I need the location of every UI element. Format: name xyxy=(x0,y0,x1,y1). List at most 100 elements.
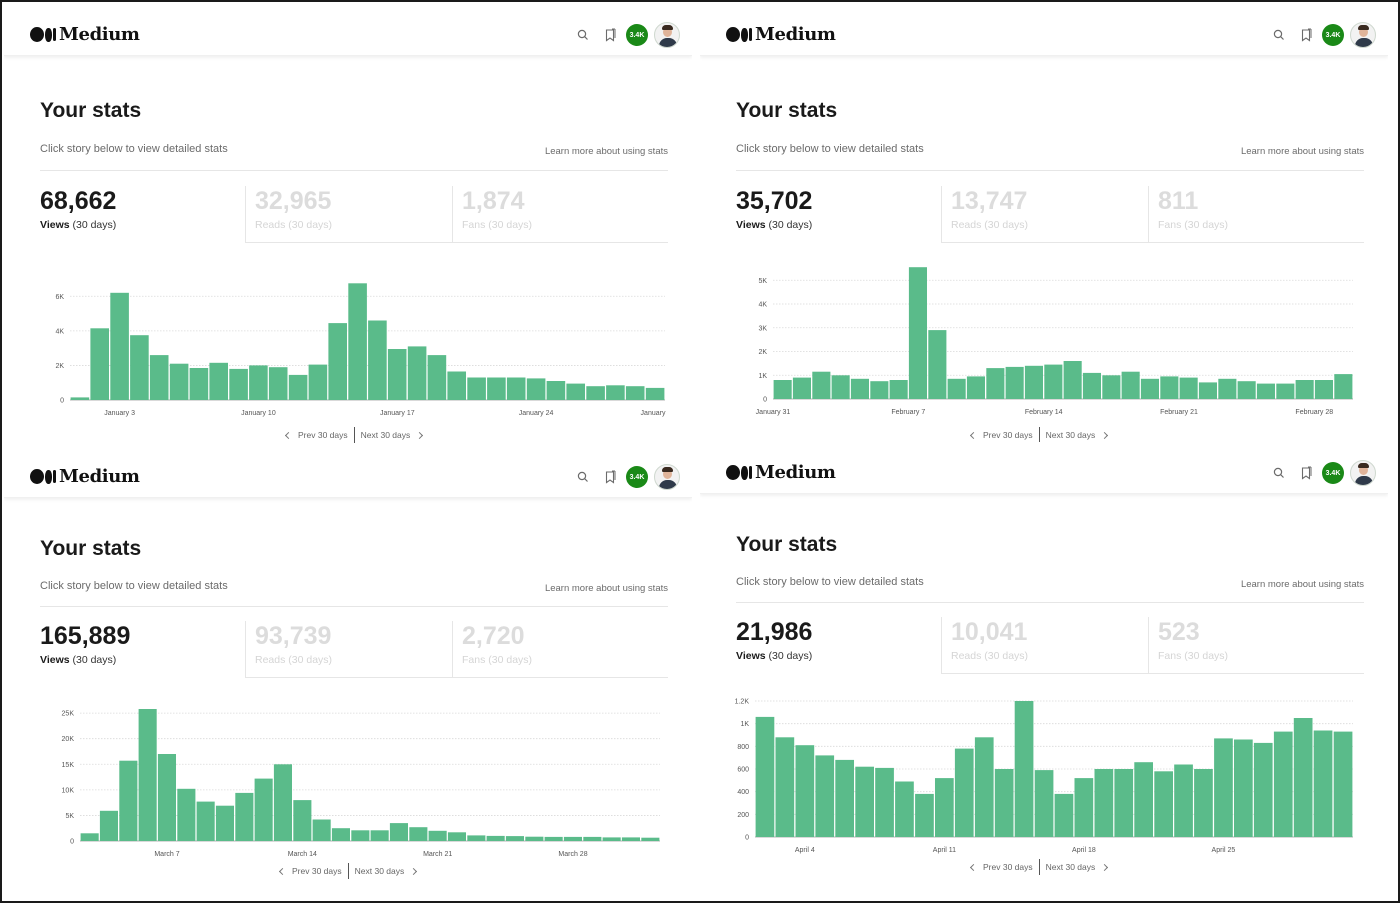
chart-bar[interactable] xyxy=(602,837,621,841)
chart-bar[interactable] xyxy=(875,767,894,837)
notification-badge[interactable]: 3.4K xyxy=(1322,462,1344,484)
chart-bar[interactable] xyxy=(1237,381,1256,399)
next-30-days-button[interactable]: Next 30 days xyxy=(355,430,429,440)
chart-bar[interactable] xyxy=(487,377,506,401)
chart-bar[interactable] xyxy=(947,378,966,399)
chart-bar[interactable] xyxy=(1024,365,1043,400)
prev-30-days-button[interactable]: Prev 30 days xyxy=(965,430,1039,440)
views-stat[interactable]: 35,702 Views (30 days) xyxy=(736,186,941,243)
chart-bar[interactable] xyxy=(1140,378,1159,399)
medium-logo[interactable]: Medium xyxy=(726,24,836,45)
chart-bar[interactable] xyxy=(273,764,292,841)
chart-bar[interactable] xyxy=(1214,738,1233,837)
notification-badge[interactable]: 3.4K xyxy=(1322,24,1344,46)
chart-bar[interactable] xyxy=(563,836,582,841)
chart-bar[interactable] xyxy=(1194,769,1213,837)
chart-bar[interactable] xyxy=(209,362,228,400)
chart-bar[interactable] xyxy=(1134,762,1153,837)
chart-bar[interactable] xyxy=(308,364,328,400)
chart-bar[interactable] xyxy=(328,323,347,400)
chart-bar[interactable] xyxy=(1102,375,1121,400)
chart-bar[interactable] xyxy=(812,371,831,399)
search-icon[interactable] xyxy=(576,470,590,484)
chart-bar[interactable] xyxy=(795,745,815,837)
medium-logo[interactable]: Medium xyxy=(30,24,140,45)
bookmark-icon[interactable] xyxy=(1299,28,1313,42)
chart-bar[interactable] xyxy=(467,377,486,401)
chart-bar[interactable] xyxy=(908,267,927,399)
fans-stat[interactable]: 2,720 Fans (30 days) xyxy=(452,621,668,678)
chart-bar[interactable] xyxy=(288,374,308,400)
learn-more-link[interactable]: Learn more about using stats xyxy=(544,146,668,157)
search-icon[interactable] xyxy=(576,28,590,42)
chart-bar[interactable] xyxy=(99,810,118,841)
chart-bar[interactable] xyxy=(189,368,209,400)
chart-bar[interactable] xyxy=(954,748,974,837)
reads-stat[interactable]: 32,965 Reads (30 days) xyxy=(245,186,452,243)
chart-bar[interactable] xyxy=(525,836,544,841)
chart-bar[interactable] xyxy=(196,801,215,841)
chart-bar[interactable] xyxy=(1074,778,1094,837)
chart-bar[interactable] xyxy=(1295,380,1314,399)
chart-bar[interactable] xyxy=(1218,378,1237,399)
chart-bar[interactable] xyxy=(177,788,196,841)
chart-bar[interactable] xyxy=(935,778,954,837)
chart-bar[interactable] xyxy=(348,283,367,400)
chart-bar[interactable] xyxy=(1044,364,1063,399)
chart-bar[interactable] xyxy=(775,737,795,837)
chart-bar[interactable] xyxy=(368,320,387,401)
chart-bar[interactable] xyxy=(1198,382,1217,399)
chart-bar[interactable] xyxy=(293,800,312,841)
chart-bar[interactable] xyxy=(1293,718,1313,837)
chart-bar[interactable] xyxy=(1005,366,1024,399)
chart-bar[interactable] xyxy=(1160,376,1179,399)
chart-bar[interactable] xyxy=(928,330,947,399)
chart-bar[interactable] xyxy=(235,792,254,841)
chart-bar[interactable] xyxy=(447,832,466,841)
chart-bar[interactable] xyxy=(229,368,248,400)
learn-more-link[interactable]: Learn more about using stats xyxy=(1240,579,1364,590)
medium-logo[interactable]: Medium xyxy=(726,462,836,483)
chart-bar[interactable] xyxy=(831,375,850,400)
avatar[interactable] xyxy=(1350,460,1376,486)
chart-bar[interactable] xyxy=(215,805,234,841)
chart-bar[interactable] xyxy=(1014,701,1034,837)
learn-more-link[interactable]: Learn more about using stats xyxy=(544,583,668,594)
bookmark-icon[interactable] xyxy=(603,470,617,484)
chart-bar[interactable] xyxy=(1094,769,1114,837)
reads-stat[interactable]: 10,041 Reads (30 days) xyxy=(941,617,1148,674)
chart-bar[interactable] xyxy=(915,793,934,837)
chart-bar[interactable] xyxy=(815,755,835,837)
chart-bar[interactable] xyxy=(586,386,605,400)
next-30-days-button[interactable]: Next 30 days xyxy=(349,866,423,876)
next-30-days-button[interactable]: Next 30 days xyxy=(1040,430,1114,440)
chart-bar[interactable] xyxy=(544,836,563,841)
fans-stat[interactable]: 811 Fans (30 days) xyxy=(1148,186,1364,243)
views-stat[interactable]: 165,889 Views (30 days) xyxy=(40,621,245,678)
chart-bar[interactable] xyxy=(407,346,427,400)
avatar[interactable] xyxy=(654,22,680,48)
chart-bar[interactable] xyxy=(1154,771,1173,837)
chart-bar[interactable] xyxy=(1276,383,1295,399)
chart-bar[interactable] xyxy=(249,365,268,400)
reads-stat[interactable]: 13,747 Reads (30 days) xyxy=(941,186,1148,243)
notification-badge[interactable]: 3.4K xyxy=(626,24,648,46)
chart-bar[interactable] xyxy=(1273,731,1293,837)
fans-stat[interactable]: 523 Fans (30 days) xyxy=(1148,617,1364,674)
chart-bar[interactable] xyxy=(986,368,1005,399)
chart-bar[interactable] xyxy=(645,387,665,400)
chart-bar[interactable] xyxy=(70,397,90,400)
chart-bar[interactable] xyxy=(149,355,169,400)
chart-bar[interactable] xyxy=(1333,731,1353,837)
chart-bar[interactable] xyxy=(505,836,524,841)
notification-badge[interactable]: 3.4K xyxy=(626,466,648,488)
chart-bar[interactable] xyxy=(506,377,526,401)
chart-bar[interactable] xyxy=(755,716,775,837)
chart-bar[interactable] xyxy=(157,754,176,841)
chart-bar[interactable] xyxy=(621,837,640,841)
chart-bar[interactable] xyxy=(1121,371,1140,399)
prev-30-days-button[interactable]: Prev 30 days xyxy=(965,862,1039,872)
learn-more-link[interactable]: Learn more about using stats xyxy=(1240,146,1364,157)
reads-stat[interactable]: 93,739 Reads (30 days) xyxy=(245,621,452,678)
chart-bar[interactable] xyxy=(268,367,288,400)
